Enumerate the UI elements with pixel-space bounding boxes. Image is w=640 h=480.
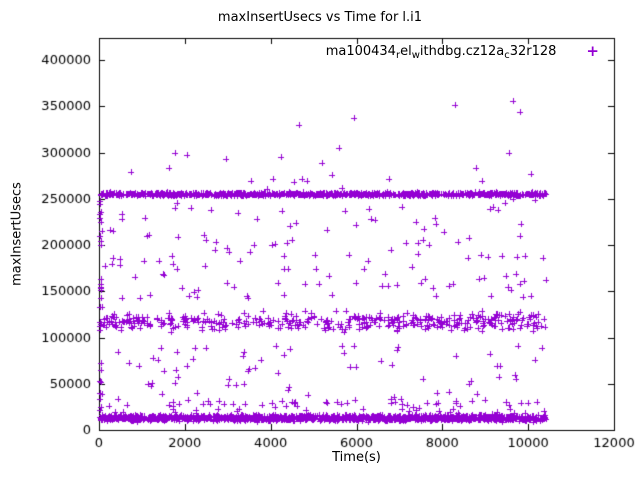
x-axis-label: Time(s) bbox=[332, 450, 381, 465]
plus-marker-icon: + bbox=[586, 42, 599, 60]
chart-title: maxInsertUsecs vs Time for l.i1 bbox=[217, 10, 423, 25]
y-axis-label: maxInsertUsecs bbox=[9, 182, 25, 286]
legend-entry: ma100434relwithdbg.cz12ac32r128 + bbox=[99, 42, 611, 62]
legend-label: ma100434relwithdbg.cz12ac32r128 bbox=[325, 44, 557, 61]
